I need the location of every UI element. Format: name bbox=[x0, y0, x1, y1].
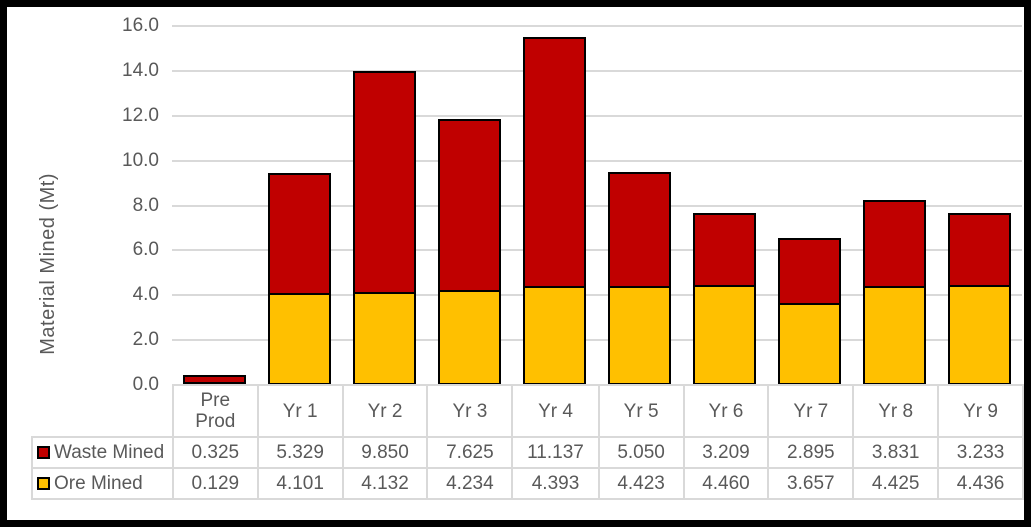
y-tick-label-14: 14.0 bbox=[122, 59, 159, 81]
table-header-cell-yr-3: Yr 3 bbox=[426, 384, 514, 438]
gridline-y-12 bbox=[172, 114, 1022, 117]
table-corner-cell bbox=[32, 385, 173, 437]
gridline-y-2 bbox=[172, 339, 1022, 342]
table-cell-waste-mined-yr-6: 3.209 bbox=[682, 436, 770, 469]
legend-row-label-ore-mined: Ore Mined bbox=[31, 467, 174, 500]
bar-segment-waste-mined-pre-prod bbox=[183, 374, 246, 385]
bar-segment-waste-mined-yr-2 bbox=[353, 71, 416, 295]
bar-segment-waste-mined-yr-9 bbox=[948, 212, 1011, 288]
legend-row-label-waste-mined: Waste Mined bbox=[31, 436, 174, 469]
table-cell-ore-mined-yr-8: 4.425 bbox=[852, 467, 940, 500]
table-cell-ore-mined-yr-6: 4.460 bbox=[682, 467, 770, 500]
table-cell-ore-mined-yr-1: 4.101 bbox=[256, 467, 344, 500]
category-label: Yr 2 bbox=[367, 400, 403, 422]
category-label: Yr 5 bbox=[623, 400, 659, 422]
category-label: Yr 4 bbox=[538, 400, 573, 422]
gridline-y-6 bbox=[172, 249, 1022, 252]
bar-segment-waste-mined-yr-4 bbox=[523, 36, 586, 289]
category-label: Yr 3 bbox=[452, 400, 488, 422]
bar-segment-ore-mined-yr-4 bbox=[523, 286, 586, 385]
bar-segment-waste-mined-yr-8 bbox=[863, 199, 926, 288]
y-tick-label-0: 0.0 bbox=[132, 374, 159, 395]
bar-segment-ore-mined-yr-5 bbox=[608, 285, 671, 385]
table-header-cell-yr-6: Yr 6 bbox=[682, 384, 770, 438]
bar-segment-waste-mined-yr-3 bbox=[438, 118, 501, 292]
y-tick-label-6: 6.0 bbox=[132, 239, 159, 261]
table-header-cell-yr-8: Yr 8 bbox=[852, 384, 940, 438]
table-cell-ore-mined-yr-2: 4.132 bbox=[341, 467, 429, 500]
bar-segment-ore-mined-yr-1 bbox=[268, 292, 331, 385]
plot-area bbox=[172, 25, 1022, 386]
gridline-y-16 bbox=[172, 25, 1022, 27]
series-name-label: Waste Mined bbox=[54, 442, 165, 463]
gridline-y-8 bbox=[172, 204, 1022, 207]
table-header-cell-yr-9: Yr 9 bbox=[937, 384, 1024, 438]
y-tick-label-12: 12.0 bbox=[122, 104, 159, 126]
table-cell-waste-mined-yr-2: 9.850 bbox=[341, 436, 429, 469]
table-header-row: Pre Prod Yr 1 Yr 2 Yr 3 Yr 4 Yr 5 Yr 6 Yr 7 Yr 8… bbox=[32, 384, 1024, 438]
table-header-cell-yr-7: Yr 7 bbox=[767, 384, 855, 438]
table-header-cell-pre-prod: Pre Prod bbox=[171, 384, 259, 438]
category-label: Pre Prod bbox=[195, 390, 236, 432]
chart-data-table: Pre Prod Yr 1 Yr 2 Yr 3 Yr 4 Yr 5 Yr 6 Yr 7 Yr 8… bbox=[31, 384, 1024, 500]
table-cell-waste-mined-yr-8: 3.831 bbox=[852, 436, 940, 469]
bar-segment-ore-mined-yr-7 bbox=[778, 302, 841, 385]
y-tick-label-16: 16.0 bbox=[122, 15, 159, 36]
bar-segment-ore-mined-yr-3 bbox=[438, 290, 501, 385]
y-tick-label-2: 2.0 bbox=[132, 329, 159, 351]
table-row-ore-mined: Ore Mined 0.129 4.101 4.132 4.234 4.393 4.423 4… bbox=[31, 467, 1024, 500]
category-label: Yr 8 bbox=[878, 400, 914, 422]
category-label: Yr 7 bbox=[793, 400, 829, 422]
table-cell-ore-mined-yr-9: 4.436 bbox=[937, 467, 1024, 500]
gridline-y-4 bbox=[172, 294, 1022, 297]
table-cell-ore-mined-yr-5: 4.423 bbox=[597, 467, 685, 500]
y-tick-label-10: 10.0 bbox=[122, 149, 159, 171]
table-header-cell-yr-1: Yr 1 bbox=[256, 384, 344, 438]
table-cell-ore-mined-pre-prod: 0.129 bbox=[171, 467, 259, 500]
table-cell-ore-mined-yr-3: 4.234 bbox=[426, 467, 514, 500]
table-cell-ore-mined-yr-7: 3.657 bbox=[767, 467, 855, 500]
legend-swatch-waste-mined bbox=[37, 446, 50, 459]
y-tick-label-8: 8.0 bbox=[132, 194, 159, 216]
series-name-label: Ore Mined bbox=[54, 473, 143, 494]
bar-segment-ore-mined-yr-6 bbox=[693, 284, 756, 385]
category-label: Yr 6 bbox=[708, 400, 744, 422]
table-cell-waste-mined-yr-4: 11.137 bbox=[511, 436, 600, 469]
bar-segment-waste-mined-yr-5 bbox=[608, 172, 671, 288]
bar-segment-ore-mined-yr-9 bbox=[948, 285, 1011, 385]
y-tick-label-4: 4.0 bbox=[132, 284, 159, 306]
bar-segment-waste-mined-yr-7 bbox=[778, 238, 841, 305]
category-label: Yr 1 bbox=[282, 400, 318, 422]
bar-segment-waste-mined-yr-6 bbox=[693, 212, 756, 287]
legend-swatch-ore-mined bbox=[37, 477, 50, 490]
table-cell-waste-mined-yr-3: 7.625 bbox=[426, 436, 514, 469]
gridline-y-14 bbox=[172, 69, 1022, 72]
table-cell-waste-mined-yr-7: 2.895 bbox=[767, 436, 855, 469]
bar-segment-ore-mined-yr-2 bbox=[353, 292, 416, 385]
table-cell-waste-mined-yr-1: 5.329 bbox=[256, 436, 344, 469]
table-cell-waste-mined-yr-9: 3.233 bbox=[937, 436, 1024, 469]
bar-segment-ore-mined-yr-8 bbox=[863, 285, 926, 385]
table-row-waste-mined: Waste Mined 0.325 5.329 9.850 7.625 11.137 5.0… bbox=[31, 436, 1024, 469]
table-cell-waste-mined-pre-prod: 0.325 bbox=[171, 436, 259, 469]
table-cell-ore-mined-yr-4: 4.393 bbox=[511, 467, 600, 500]
table-cell-waste-mined-yr-5: 5.050 bbox=[597, 436, 685, 469]
gridline-y-10 bbox=[172, 159, 1022, 162]
bar-segment-waste-mined-yr-1 bbox=[268, 173, 331, 295]
table-header-cell-yr-5: Yr 5 bbox=[597, 384, 685, 438]
category-label: Yr 9 bbox=[963, 400, 998, 422]
table-header-cell-yr-2: Yr 2 bbox=[341, 384, 429, 438]
table-header-cell-yr-4: Yr 4 bbox=[511, 384, 600, 438]
